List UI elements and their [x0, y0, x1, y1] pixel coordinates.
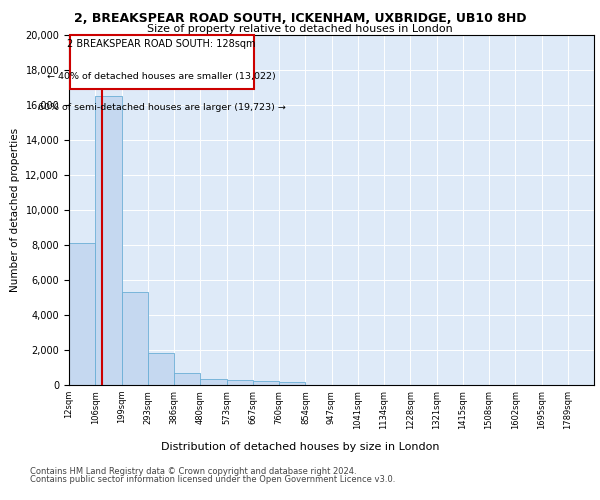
Text: ← 40% of detached houses are smaller (13,022): ← 40% of detached houses are smaller (13… — [47, 72, 276, 81]
Text: 2 BREAKSPEAR ROAD SOUTH: 128sqm: 2 BREAKSPEAR ROAD SOUTH: 128sqm — [67, 38, 256, 48]
Text: 2, BREAKSPEAR ROAD SOUTH, ICKENHAM, UXBRIDGE, UB10 8HD: 2, BREAKSPEAR ROAD SOUTH, ICKENHAM, UXBR… — [74, 12, 526, 26]
Bar — [253, 382, 279, 385]
Text: Size of property relative to detached houses in London: Size of property relative to detached ho… — [147, 24, 453, 34]
Bar — [227, 380, 253, 385]
Bar — [174, 373, 200, 385]
Text: Contains HM Land Registry data © Crown copyright and database right 2024.: Contains HM Land Registry data © Crown c… — [30, 467, 356, 476]
Bar — [69, 244, 95, 385]
Text: Contains public sector information licensed under the Open Government Licence v3: Contains public sector information licen… — [30, 474, 395, 484]
Bar — [148, 352, 174, 385]
Text: 60% of semi-detached houses are larger (19,723) →: 60% of semi-detached houses are larger (… — [38, 104, 286, 112]
FancyBboxPatch shape — [70, 35, 254, 90]
Bar — [200, 378, 227, 385]
Text: Distribution of detached houses by size in London: Distribution of detached houses by size … — [161, 442, 439, 452]
Bar — [95, 96, 121, 385]
Bar — [279, 382, 305, 385]
Y-axis label: Number of detached properties: Number of detached properties — [10, 128, 20, 292]
Bar — [121, 292, 148, 385]
